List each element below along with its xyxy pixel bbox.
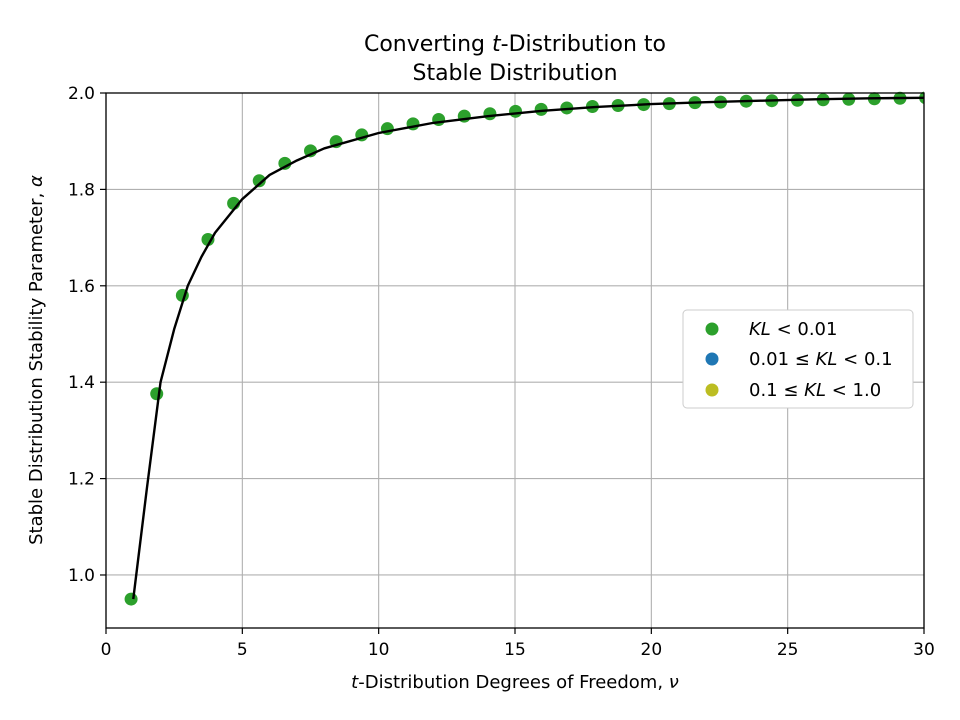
x-tick-label: 20 <box>641 640 663 660</box>
legend: KL < 0.01 0.01 ≤ KL < 0.1 0.1 ≤ KL < 1.0 <box>682 309 914 409</box>
x-tick-label: 25 <box>777 640 799 660</box>
legend-entry-kl-0.1-1.0: 0.1 ≤ KL < 1.0 <box>705 380 881 401</box>
y-tick-label: 1.4 <box>68 373 95 393</box>
fit-curve <box>132 96 924 600</box>
x-tick-label: 5 <box>237 640 248 660</box>
x-tick-label: 0 <box>101 640 112 660</box>
legend-marker-green <box>705 322 719 336</box>
data-point <box>252 174 266 188</box>
y-axis-label: Stable Distribution Stability Parameter,… <box>26 175 47 545</box>
legend-box <box>682 309 914 409</box>
points-layer <box>124 91 924 606</box>
data-point <box>150 387 164 401</box>
x-tick-label: 10 <box>368 640 390 660</box>
legend-label: 0.01 ≤ KL < 0.1 <box>749 349 893 370</box>
legend-label: 0.1 ≤ KL < 1.0 <box>749 380 881 401</box>
axis-ticks: 0 5 10 15 20 25 30 1.0 1.2 1.4 1.6 1.8 2.0 <box>68 84 935 660</box>
chart-title-line1: Converting t-Distribution to <box>364 32 666 57</box>
y-tick-label: 1.8 <box>68 180 95 200</box>
chart-title-line2: Stable Distribution <box>412 61 617 86</box>
x-axis-label: t-Distribution Degrees of Freedom, ν <box>351 672 679 693</box>
y-tick-label: 1.6 <box>68 277 95 297</box>
legend-label: KL < 0.01 <box>749 319 837 340</box>
legend-marker-blue <box>705 352 719 366</box>
data-point <box>534 102 548 116</box>
legend-entry-kl-0.01-0.1: 0.01 ≤ KL < 0.1 <box>705 349 893 370</box>
data-point <box>278 156 292 170</box>
legend-entry-kl-lt-0.01: KL < 0.01 <box>705 319 837 340</box>
y-tick-label: 1.0 <box>68 566 95 586</box>
y-tick-label: 2.0 <box>68 84 95 104</box>
data-point <box>432 113 446 127</box>
data-point <box>124 592 138 606</box>
title-variable: t <box>492 32 502 57</box>
data-point <box>483 107 497 121</box>
data-point <box>509 104 523 118</box>
data-point <box>201 233 215 247</box>
x-tick-label: 30 <box>913 640 935 660</box>
y-tick-label: 1.2 <box>68 470 95 490</box>
legend-marker-olive <box>705 383 719 397</box>
x-tick-label: 15 <box>504 640 526 660</box>
